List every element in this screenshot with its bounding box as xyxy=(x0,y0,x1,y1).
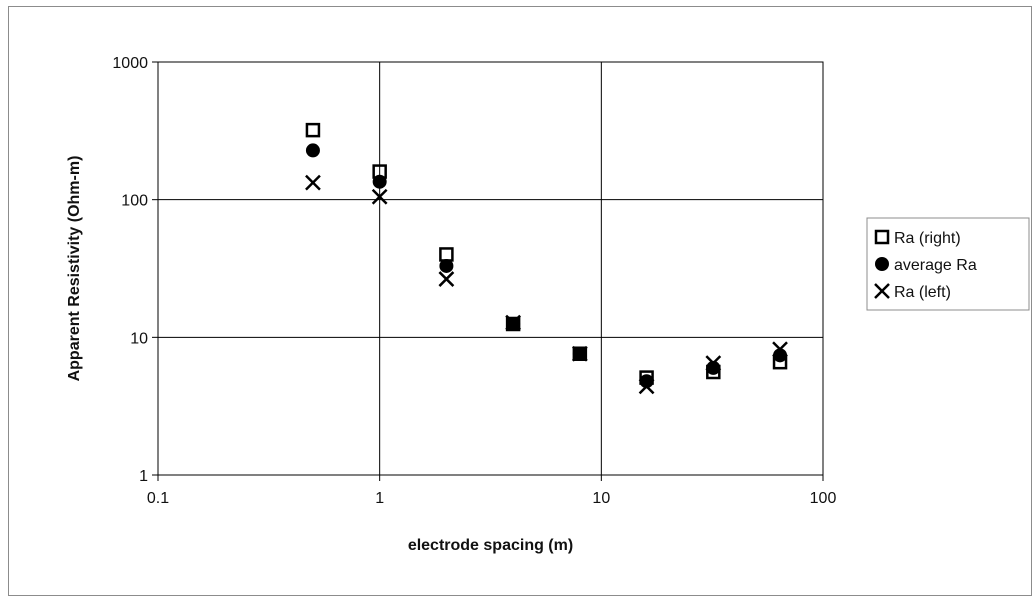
y-tick-label: 1 xyxy=(139,468,148,485)
x-stroke xyxy=(571,345,588,362)
x-stroke xyxy=(371,188,388,205)
data-point xyxy=(571,345,588,362)
y-tick-label: 100 xyxy=(121,193,148,210)
data-point xyxy=(371,188,388,205)
y-tick-label: 10 xyxy=(130,330,148,347)
legend-item: average Ra xyxy=(875,257,977,274)
legend-item: Ra (left) xyxy=(874,283,951,301)
data-point xyxy=(638,378,655,395)
data-point xyxy=(439,258,454,273)
x-stroke xyxy=(438,271,455,287)
data-point xyxy=(372,174,387,189)
series-ra-right- xyxy=(305,122,788,385)
x-tick-label: 10 xyxy=(592,490,610,507)
x-stroke xyxy=(705,355,722,371)
x-axis-title: electrode spacing (m) xyxy=(408,537,573,554)
data-point xyxy=(505,314,522,331)
series-ra-left- xyxy=(305,174,788,395)
legend-marker xyxy=(874,229,890,245)
legend-items: Ra (right) average Ra Ra (left) xyxy=(874,229,977,301)
tick-layer: 0.1 1 10 100 1 10 100 1000 xyxy=(112,55,836,507)
grid-layer xyxy=(157,61,824,476)
plot-area-border xyxy=(157,61,824,476)
data-point xyxy=(438,271,455,287)
x-stroke xyxy=(305,174,321,191)
data-point xyxy=(705,355,722,371)
legend-label: Ra (right) xyxy=(894,230,961,247)
marks-layer xyxy=(305,122,788,395)
data-point xyxy=(305,174,321,191)
x-stroke xyxy=(638,378,655,395)
legend-marker xyxy=(874,283,890,299)
x-stroke xyxy=(505,314,522,331)
legend-item: Ra (right) xyxy=(874,229,961,247)
x-tick-label: 0.1 xyxy=(147,490,169,507)
chart-frame: 0.1 1 10 100 1 10 100 1000 electrode spacing (m… xyxy=(8,6,1032,596)
data-point xyxy=(706,360,721,375)
x-stroke xyxy=(874,283,890,299)
data-point xyxy=(639,374,654,389)
y-tick-label: 1000 xyxy=(112,55,148,72)
legend-label: average Ra xyxy=(894,257,977,274)
legend-label: Ra (left) xyxy=(894,284,951,301)
legend-marker xyxy=(875,257,889,271)
chart-svg: 0.1 1 10 100 1 10 100 1000 electrode spacing (m… xyxy=(66,55,1030,554)
series-average-ra xyxy=(305,143,788,389)
legend-box xyxy=(866,217,1030,311)
data-point xyxy=(305,122,321,138)
y-axis-title: Apparent Resistivity (Ohm-m) xyxy=(66,156,83,382)
x-stroke xyxy=(772,341,788,358)
x-tick-label: 100 xyxy=(810,490,837,507)
data-point xyxy=(305,143,320,158)
legend: Ra (right) average Ra Ra (left) xyxy=(866,217,1030,311)
data-point xyxy=(772,341,788,358)
data-point xyxy=(439,247,454,262)
x-tick-label: 1 xyxy=(375,490,384,507)
